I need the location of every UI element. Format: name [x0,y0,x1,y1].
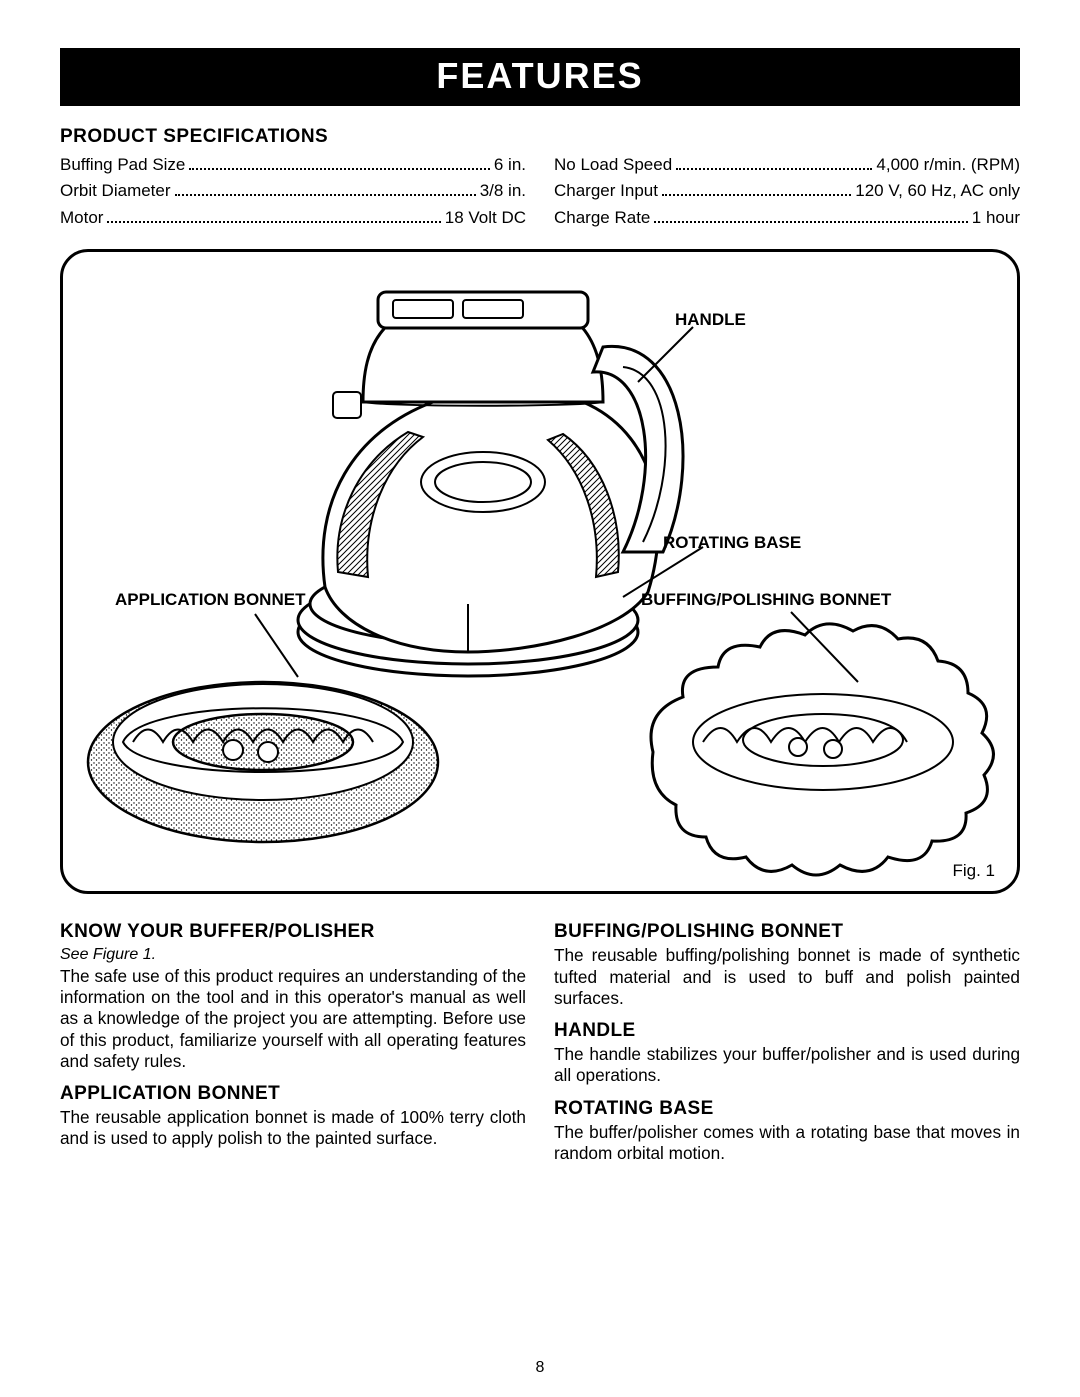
spec-label: Motor [60,205,103,231]
heading-rotating-base: ROTATING BASE [554,1097,1020,1120]
page-number: 8 [0,1359,1080,1377]
figure-panel: HANDLE ROTATING BASE BUFFING/POLISHING B… [60,249,1020,894]
application-bonnet-icon [88,682,438,842]
specs-columns: Buffing Pad Size 6 in. Orbit Diameter 3/… [60,152,1020,231]
spec-row: Buffing Pad Size 6 in. [60,152,526,178]
spec-row: Orbit Diameter 3/8 in. [60,178,526,204]
spec-label: Charger Input [554,178,658,204]
figure-caption: Fig. 1 [952,861,995,881]
spec-label: Buffing Pad Size [60,152,185,178]
spec-row: Motor 18 Volt DC [60,205,526,231]
heading-buffing-bonnet: BUFFING/POLISHING BONNET [554,920,1020,943]
callout-handle: HANDLE [675,310,746,330]
spec-value: 18 Volt DC [445,205,526,231]
figure-svg [63,252,1017,891]
leader-dots [189,168,489,170]
spec-value: 4,000 r/min. (RPM) [876,152,1020,178]
buffer-tool-icon [298,292,683,676]
buffing-bonnet-icon [651,624,994,875]
manual-page: FEATURES PRODUCT SPECIFICATIONS Buffing … [0,0,1080,1397]
specs-col-right: No Load Speed 4,000 r/min. (RPM) Charger… [554,152,1020,231]
body-col-right: BUFFING/POLISHING BONNET The reusable bu… [554,910,1020,1164]
spec-label: Charge Rate [554,205,650,231]
heading-handle: HANDLE [554,1019,1020,1042]
leader-dots [654,221,967,223]
paragraph: The buffer/polisher comes with a rotatin… [554,1122,1020,1164]
see-figure: See Figure 1. [60,945,526,965]
specs-heading: PRODUCT SPECIFICATIONS [60,126,1020,148]
paragraph: The reusable application bonnet is made … [60,1107,526,1149]
heading-application-bonnet: APPLICATION BONNET [60,1082,526,1105]
paragraph: The reusable buffing/polishing bonnet is… [554,945,1020,1008]
spec-value: 1 hour [972,205,1020,231]
body-col-left: KNOW YOUR BUFFER/POLISHER See Figure 1. … [60,910,526,1164]
leader-dots [175,194,476,196]
heading-know-your: KNOW YOUR BUFFER/POLISHER [60,920,526,943]
spec-label: Orbit Diameter [60,178,171,204]
spec-value: 3/8 in. [480,178,526,204]
callout-buffing-bonnet: BUFFING/POLISHING BONNET [641,590,891,610]
paragraph: The handle stabilizes your buffer/polish… [554,1044,1020,1086]
spec-row: Charge Rate 1 hour [554,205,1020,231]
section-banner: FEATURES [60,48,1020,106]
paragraph: The safe use of this product requires an… [60,966,526,1072]
spec-value: 120 V, 60 Hz, AC only [855,178,1020,204]
spec-row: No Load Speed 4,000 r/min. (RPM) [554,152,1020,178]
body-columns: KNOW YOUR BUFFER/POLISHER See Figure 1. … [60,910,1020,1164]
leader-dots [662,194,851,196]
callout-rotating-base: ROTATING BASE [663,533,801,553]
spec-value: 6 in. [494,152,526,178]
spec-row: Charger Input 120 V, 60 Hz, AC only [554,178,1020,204]
spec-label: No Load Speed [554,152,672,178]
specs-col-left: Buffing Pad Size 6 in. Orbit Diameter 3/… [60,152,526,231]
leader-dots [107,221,440,223]
callout-application-bonnet: APPLICATION BONNET [115,590,305,610]
leader-dots [676,168,872,170]
